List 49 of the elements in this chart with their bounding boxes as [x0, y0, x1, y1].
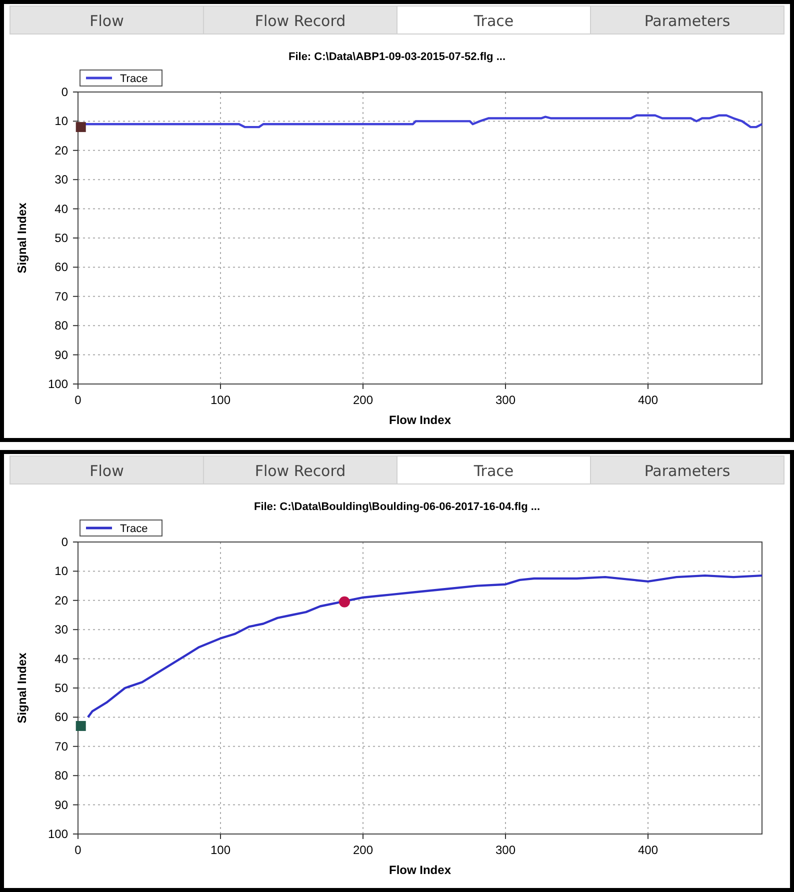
y-tick-label: 80: [54, 768, 68, 783]
y-tick-label: 0: [61, 85, 68, 99]
x-axis-title: Flow Index: [388, 413, 452, 427]
y-tick-label: 10: [54, 564, 68, 578]
text: Parameters: [644, 12, 730, 30]
x-tick-label: 400: [638, 393, 658, 407]
y-tick-label: 100: [48, 377, 68, 391]
x-tick-label: 0: [74, 393, 82, 407]
x-tick-label: 0: [74, 843, 82, 857]
x-tick-label: 100: [210, 843, 231, 857]
y-tick-label: 30: [54, 172, 68, 187]
y-tick-label: 20: [54, 143, 68, 158]
text: Flow Record: [254, 12, 346, 30]
line-series: [86, 574, 764, 718]
x-tick-label: 300: [495, 393, 516, 407]
y-tick-label: 30: [54, 622, 68, 637]
chart-title: File: C:\Data\Boulding\Boulding-06-06-2017-16-04.flg ...: [254, 501, 540, 513]
y-axis-title: Signal Index: [15, 202, 29, 274]
y-tick-label: 10: [54, 114, 68, 128]
y-tick-label: 50: [54, 681, 68, 695]
y-tick-label: 60: [54, 710, 68, 724]
y-tick-label: 90: [54, 348, 68, 362]
text: Trace: [472, 12, 514, 30]
x-tick-label: 200: [352, 393, 374, 407]
legend-label: Trace: [120, 523, 148, 535]
x-tick-label: 300: [495, 843, 516, 857]
y-tick-label: 40: [54, 202, 68, 216]
y-tick-label: 0: [61, 535, 68, 549]
text: Parameters: [644, 462, 730, 480]
y-tick-label: 20: [54, 593, 68, 608]
y-tick-label: 60: [54, 260, 68, 274]
legend-label: Trace: [120, 73, 148, 85]
y-tick-label: 40: [54, 652, 68, 666]
x-tick-label: 100: [210, 393, 231, 407]
y-tick-label: 100: [48, 827, 68, 841]
y-tick-label: 90: [54, 798, 68, 812]
y-tick-label: 70: [54, 289, 68, 304]
x-axis-title: Flow Index: [388, 863, 452, 877]
text: Flow: [90, 12, 124, 30]
y-tick-label: 70: [54, 739, 68, 754]
x-tick-label: 200: [352, 843, 374, 857]
text: Flow Record: [254, 462, 346, 480]
y-tick-label: 50: [54, 231, 68, 245]
y-tick-label: 80: [54, 318, 68, 333]
chart-title: File: C:\Data\ABP1-09-03-2015-07-52.flg ...: [288, 51, 506, 63]
text: Trace: [472, 462, 514, 480]
y-axis-title: Signal Index: [15, 652, 29, 724]
x-tick-label: 400: [638, 843, 658, 857]
text: Flow: [90, 462, 124, 480]
